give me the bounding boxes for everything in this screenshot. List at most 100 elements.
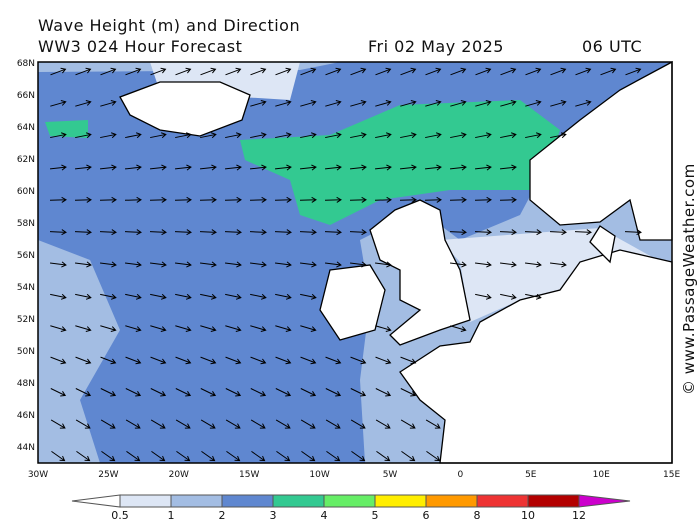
lat-label: 56N: [17, 251, 35, 261]
lon-label: 30W: [28, 470, 48, 480]
lat-label: 58N: [17, 219, 35, 229]
wave-arrow: [75, 100, 92, 107]
sea-zone: [45, 120, 88, 138]
wave-arrow: [399, 164, 417, 171]
wave-arrow: [49, 229, 67, 236]
wave-arrow: [175, 67, 192, 76]
wave-arrow: [300, 261, 317, 268]
wave-arrow: [250, 67, 267, 76]
wave-arrow: [175, 261, 192, 268]
wave-arrow: [274, 164, 292, 171]
lat-label: 50N: [17, 347, 35, 357]
wave-arrow: [350, 419, 366, 429]
wave-arrow: [225, 67, 242, 76]
wave-arrow: [375, 325, 392, 333]
wave-arrow: [250, 293, 267, 300]
wave-arrow: [50, 132, 67, 139]
wave-arrow: [275, 293, 292, 300]
wave-arrow: [149, 164, 167, 171]
wave-arrow: [500, 132, 517, 139]
wave-arrow: [251, 450, 266, 462]
wave-arrow: [124, 229, 142, 236]
lat-label: 48N: [17, 379, 35, 389]
wave-arrow: [150, 132, 167, 139]
wave-arrow: [326, 450, 341, 462]
wave-arrow: [550, 67, 567, 76]
wave-arrow: [276, 450, 291, 462]
wave-arrow: [325, 419, 341, 429]
wave-arrow: [424, 196, 442, 203]
wave-arrow: [425, 419, 441, 429]
wave-arrow: [200, 261, 217, 268]
wave-arrow: [100, 100, 117, 107]
wave-arrow: [200, 419, 216, 429]
wave-arrow: [425, 132, 442, 139]
wave-arrow: [176, 450, 191, 462]
colorbar-label: 1: [168, 509, 175, 522]
wave-arrow: [50, 261, 67, 268]
wave-arrow: [150, 388, 167, 397]
wave-arrow: [100, 67, 117, 76]
wave-arrow: [150, 419, 166, 429]
wave-arrow: [350, 67, 367, 76]
wave-arrow: [250, 261, 267, 268]
lat-label: 52N: [17, 315, 35, 325]
wave-arrow: [401, 450, 416, 462]
wave-arrow: [250, 132, 267, 139]
wave-arrow: [76, 450, 91, 462]
wave-arrow: [225, 293, 242, 300]
wave-arrow: [274, 196, 292, 203]
wave-arrow: [275, 325, 292, 333]
wave-arrow: [325, 132, 342, 139]
colorbar-label: 5: [372, 509, 379, 522]
wave-arrow: [375, 132, 392, 139]
wave-arrow: [200, 325, 217, 333]
wave-arrow: [400, 67, 417, 76]
wave-arrow: [301, 450, 316, 462]
wave-arrow: [75, 356, 92, 365]
wave-arrow: [300, 419, 316, 429]
wave-arrow: [625, 67, 642, 76]
wave-arrow: [226, 450, 241, 462]
wave-arrow: [49, 164, 67, 171]
wave-arrow: [499, 196, 517, 203]
wave-arrow: [349, 164, 367, 171]
colorbar-segment: [527, 494, 580, 508]
wave-arrow: [275, 261, 292, 268]
wave-arrow: [99, 164, 117, 171]
wave-arrow: [575, 100, 592, 107]
wave-arrow: [199, 196, 217, 203]
wave-arrow: [574, 229, 592, 236]
wave-arrow: [350, 132, 367, 139]
wave-arrow: [50, 388, 67, 397]
lon-label: 0: [458, 470, 464, 480]
wave-arrow: [199, 164, 217, 171]
wave-arrow: [325, 261, 342, 268]
colorbar-label: 0.5: [111, 509, 129, 522]
wave-arrow: [249, 196, 267, 203]
colorbar-label: 2: [219, 509, 226, 522]
wave-arrow: [300, 100, 317, 107]
wave-arrow: [349, 229, 367, 236]
wave-arrow: [525, 293, 542, 300]
wave-arrow: [75, 388, 92, 397]
wave-arrow: [400, 388, 417, 397]
wave-arrow: [174, 164, 192, 171]
wave-arrow: [376, 450, 391, 462]
colorbar-segment: [119, 494, 172, 508]
wave-arrow: [201, 450, 216, 462]
wave-arrow: [225, 356, 242, 365]
wave-arrow: [500, 293, 517, 300]
wave-arrow: [350, 100, 367, 107]
wave-arrow: [550, 261, 567, 268]
colorbar-label: 12: [572, 509, 586, 522]
wave-arrow: [174, 196, 192, 203]
lon-label: 5E: [525, 470, 537, 480]
wave-arrow: [175, 132, 192, 139]
wave-arrow: [224, 196, 242, 203]
wave-arrow: [100, 388, 117, 397]
wave-arrow: [249, 229, 267, 236]
wave-arrow: [475, 261, 492, 268]
wave-arrow: [225, 325, 242, 333]
wave-arrow: [250, 325, 267, 333]
